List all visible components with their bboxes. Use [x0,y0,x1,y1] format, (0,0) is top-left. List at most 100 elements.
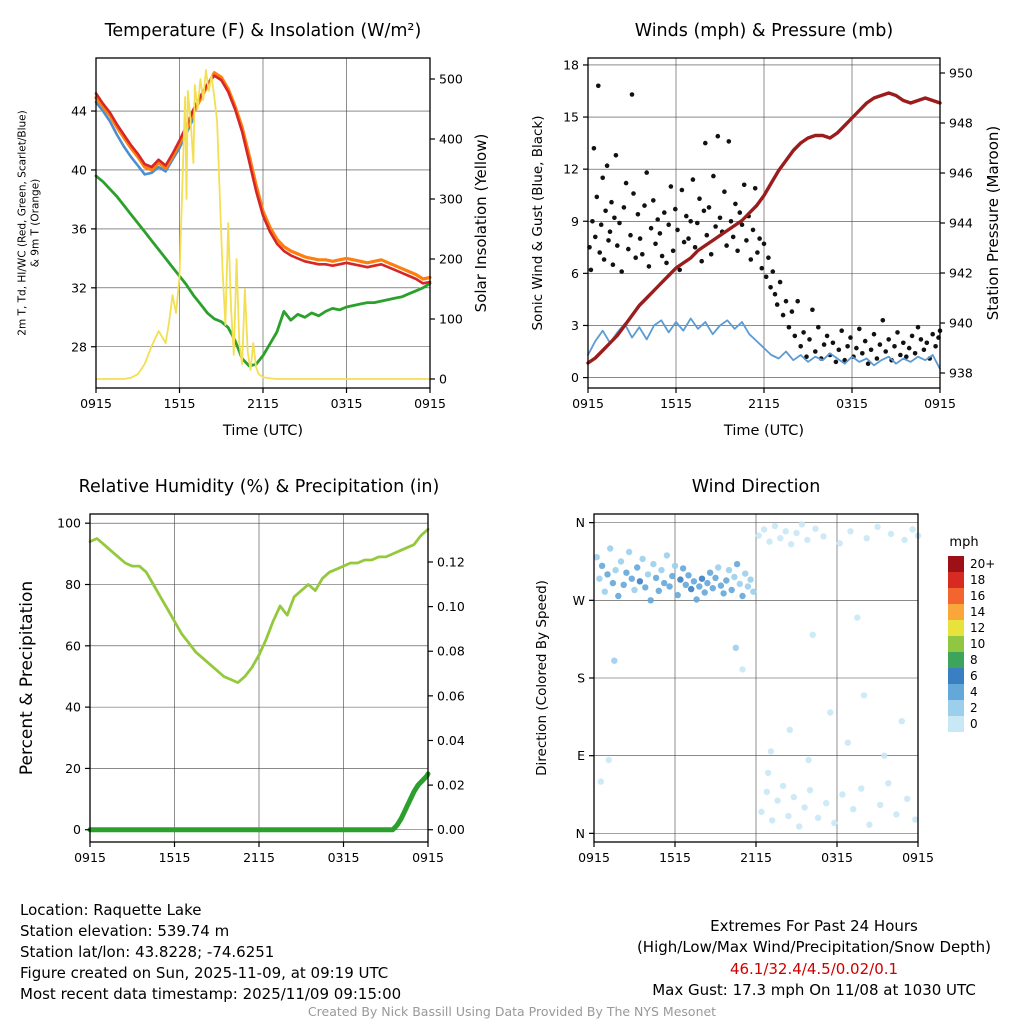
svg-text:12: 12 [563,162,579,177]
credit-line: Created By Nick Bassill Using Data Provi… [307,1004,717,1019]
svg-text:400: 400 [439,132,463,147]
svg-text:Solar Insolation (Yellow): Solar Insolation (Yellow) [472,134,490,313]
svg-text:0.02: 0.02 [437,778,465,793]
svg-text:0.08: 0.08 [437,644,465,659]
station-location: Location: Raquette Lake [20,901,202,919]
svg-text:0915: 0915 [74,850,106,865]
svg-text:Wind Direction: Wind Direction [692,477,821,497]
svg-text:0915: 0915 [572,396,604,411]
svg-text:0: 0 [970,717,978,731]
svg-text:0915: 0915 [414,396,446,411]
svg-text:Temperature (F) & Insolation (: Temperature (F) & Insolation (W/m²) [104,21,422,41]
svg-text:N: N [576,515,585,530]
winds-pressure-chart: 0915 1515 2115 0315 0915 0 3 6 9 12 15 18 938 940 942 9… [530,21,1002,439]
svg-text:2m T, Td, HI/WC (Red, Green, S: 2m T, Td, HI/WC (Red, Green, Scarlet/Blu… [17,110,42,335]
svg-text:8: 8 [970,653,978,667]
svg-text:36: 36 [71,221,87,236]
svg-text:12: 12 [970,621,985,635]
svg-text:2115: 2115 [247,396,279,411]
svg-text:1515: 1515 [159,850,191,865]
wind-direction-chart: 0915 1515 2115 0315 0915 N E S W N Wind Direction D… [534,477,995,865]
svg-text:946: 946 [949,166,973,181]
svg-text:0: 0 [73,822,81,837]
svg-text:60: 60 [65,638,81,653]
weather-dashboard: 0915 1515 2115 0315 0915 28 32 36 40 44 0 100 200 300… [17,21,1002,1019]
svg-text:0.06: 0.06 [437,688,465,703]
svg-text:0.12: 0.12 [437,554,465,569]
svg-text:942: 942 [949,266,973,281]
svg-text:16: 16 [970,589,985,603]
svg-text:Station Pressure (Maroon): Station Pressure (Maroon) [984,126,1002,320]
svg-text:Winds (mph) & Pressure (mb): Winds (mph) & Pressure (mb) [635,21,893,41]
svg-text:938: 938 [949,366,973,381]
svg-text:18: 18 [563,57,579,72]
svg-text:0315: 0315 [331,396,363,411]
svg-text:1515: 1515 [660,396,692,411]
svg-text:S: S [577,671,585,686]
svg-text:Sonic Wind & Gust (Blue, Black: Sonic Wind & Gust (Blue, Black) [530,115,546,330]
svg-text:2115: 2115 [243,850,275,865]
svg-text:0315: 0315 [821,850,853,865]
station-info-block: Location: Raquette Lake Station elevatio… [20,900,401,1005]
svg-text:20: 20 [65,761,81,776]
svg-text:80: 80 [65,577,81,592]
svg-text:0915: 0915 [412,850,444,865]
svg-text:0.00: 0.00 [437,822,465,837]
svg-text:0.04: 0.04 [437,733,465,748]
svg-text:0.10: 0.10 [437,599,465,614]
svg-text:4: 4 [970,685,978,699]
extremes-title: Extremes For Past 24 Hours [710,917,918,935]
svg-text:2: 2 [970,701,978,715]
svg-text:0915: 0915 [924,396,956,411]
svg-text:0315: 0315 [328,850,360,865]
chart-grid: 0915 1515 2115 0315 0915 28 32 36 40 44 0 100 200 300… [17,21,1002,865]
svg-text:20+: 20+ [970,557,995,571]
svg-text:0915: 0915 [578,850,610,865]
svg-text:950: 950 [949,66,973,81]
svg-text:40: 40 [65,700,81,715]
temperature-insolation-chart: 0915 1515 2115 0315 0915 28 32 36 40 44 0 100 200 300… [17,21,490,439]
svg-text:10: 10 [970,637,985,651]
svg-text:0: 0 [571,370,579,385]
svg-text:mph: mph [949,535,978,550]
svg-text:Direction (Colored By Speed): Direction (Colored By Speed) [534,580,550,776]
svg-text:948: 948 [949,116,973,131]
svg-text:300: 300 [439,192,463,207]
svg-text:0315: 0315 [836,396,868,411]
svg-text:0915: 0915 [80,396,112,411]
svg-text:1515: 1515 [659,850,691,865]
humidity-precipitation-chart: 0915 1515 2115 0315 0915 0 20 40 60 80 100 0.00 0.02… [17,477,465,865]
max-gust: Max Gust: 17.3 mph On 11/08 at 1030 UTC [652,980,976,999]
svg-text:1515: 1515 [164,396,196,411]
svg-text:6: 6 [970,669,978,683]
svg-text:0: 0 [439,372,447,387]
svg-text:2115: 2115 [748,396,780,411]
svg-text:2115: 2115 [740,850,772,865]
svg-text:28: 28 [71,339,87,354]
svg-text:Percent & Precipitation: Percent & Precipitation [17,581,37,775]
svg-text:W: W [573,593,585,608]
svg-text:Time (UTC): Time (UTC) [723,423,804,439]
svg-text:6: 6 [571,266,579,281]
svg-text:9: 9 [571,214,579,229]
svg-text:0915: 0915 [902,850,934,865]
svg-text:E: E [577,748,585,763]
svg-text:Relative Humidity (%) & Precip: Relative Humidity (%) & Precipitation (i… [79,477,440,497]
svg-text:500: 500 [439,72,463,87]
svg-text:15: 15 [563,110,579,125]
svg-text:44: 44 [71,104,87,119]
extremes-subtitle: (High/Low/Max Wind/Precipitation/Snow De… [636,938,992,957]
svg-text:18: 18 [970,573,985,587]
svg-text:3: 3 [571,318,579,333]
station-latlon: Station lat/lon: 43.8228; -74.6251 [20,943,275,961]
svg-text:100: 100 [439,312,463,327]
svg-text:32: 32 [71,280,87,295]
station-elevation: Station elevation: 539.74 m [20,922,230,940]
figure-created: Figure created on Sun, 2025-11-09, at 09… [20,964,389,982]
svg-text:100: 100 [57,516,81,531]
svg-text:40: 40 [71,162,87,177]
svg-text:944: 944 [949,216,973,231]
svg-text:Time (UTC): Time (UTC) [222,423,303,439]
svg-text:940: 940 [949,316,973,331]
svg-text:N: N [576,826,585,841]
